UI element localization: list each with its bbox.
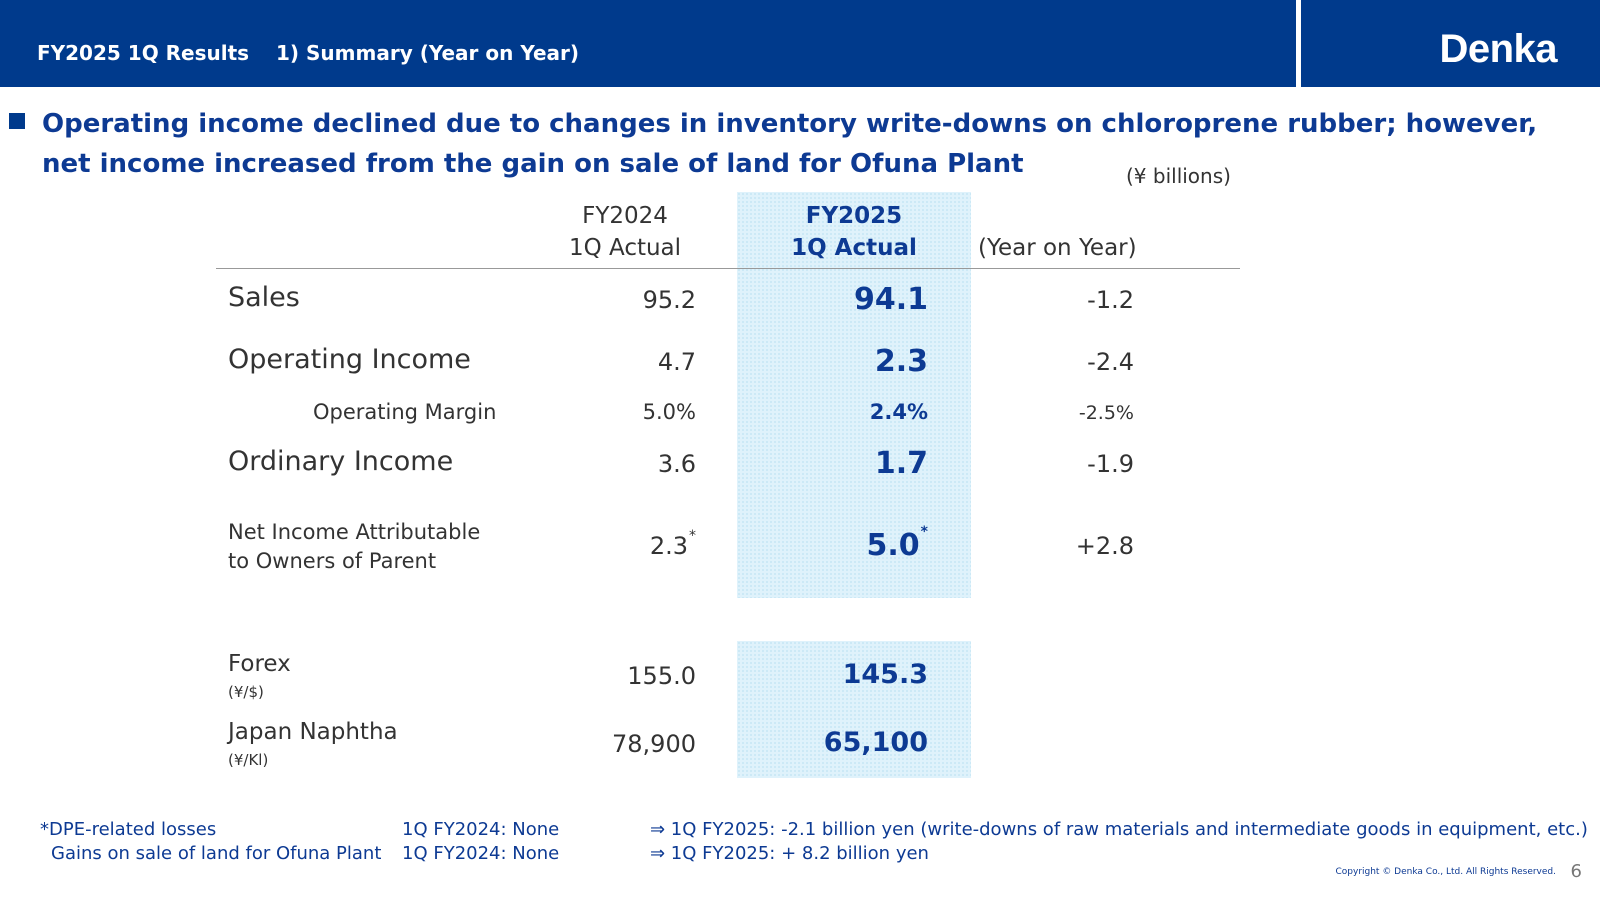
row-label-operating-margin: Operating Margin	[313, 400, 497, 424]
footnote-land-fy2025: ⇒ 1Q FY2025: + 8.2 billion yen	[650, 843, 929, 864]
fy2025-highlight-bottom	[737, 641, 971, 778]
sales-yoy: -1.2	[1087, 286, 1134, 314]
headline: Operating income declined due to changes…	[42, 104, 1537, 184]
row-label-net-income-line-1: Net Income Attributable	[228, 520, 481, 544]
net-income-fy2024-asterisk: *	[689, 528, 696, 544]
ordinary-income-fy2025: 1.7	[874, 446, 928, 481]
net-income-fy2024-value: 2.3	[649, 532, 688, 560]
fy2025-highlight-top	[737, 192, 971, 598]
page-number: 6	[1570, 861, 1582, 882]
row-label-forex-name: Forex	[228, 651, 291, 677]
net-income-fy2025-value: 5.0	[866, 528, 920, 563]
operating-income-fy2025: 2.3	[874, 344, 928, 379]
row-label-forex: Forex (¥/$)	[228, 650, 291, 706]
copyright-notice: Copyright © Denka Co., Ltd. All Rights R…	[1335, 867, 1556, 877]
footnote-land-fy2024: 1Q FY2024: None	[402, 843, 560, 864]
footnote-dpe-fy2024: 1Q FY2024: None	[402, 819, 560, 840]
row-label-forex-unit: (¥/$)	[228, 683, 264, 701]
net-income-fy2025: 5.0*	[760, 524, 928, 563]
headline-line-1: Operating income declined due to changes…	[42, 109, 1538, 139]
row-label-net-income: Net Income Attributable to Owners of Par…	[228, 518, 480, 576]
row-label-net-income-line-2: to Owners of Parent	[228, 549, 437, 573]
net-income-fy2025-asterisk: *	[920, 524, 928, 540]
footnote-dpe-fy2025: ⇒ 1Q FY2025: -2.1 billion yen (write-dow…	[650, 819, 1588, 840]
column-header-fy2025-period: 1Q Actual	[791, 235, 917, 261]
sales-fy2024: 95.2	[642, 286, 696, 314]
row-label-operating-income: Operating Income	[228, 344, 471, 375]
header-section-title: 1) Summary (Year on Year)	[276, 41, 580, 65]
column-header-fy2024-year: FY2024	[582, 203, 668, 229]
column-header-yoy: (Year on Year)	[978, 235, 1137, 261]
unit-note: (¥ billions)	[1126, 164, 1231, 188]
operating-income-yoy: -2.4	[1087, 348, 1134, 376]
forex-fy2025: 145.3	[842, 659, 928, 690]
net-income-fy2024: 2.3*	[560, 528, 696, 560]
headline-line-2: net income increased from the gain on sa…	[42, 149, 1024, 179]
column-header-fy2025: FY2025 1Q Actual	[767, 200, 941, 264]
header-divider	[1296, 0, 1301, 87]
naphtha-fy2024: 78,900	[612, 730, 696, 758]
net-income-yoy: +2.8	[1075, 532, 1134, 560]
operating-margin-fy2025: 2.4%	[869, 400, 928, 424]
column-header-fy2025-year: FY2025	[805, 203, 903, 229]
footnote-dpe-label: *DPE-related losses	[40, 819, 217, 840]
sales-fy2025: 94.1	[853, 282, 928, 317]
ordinary-income-fy2024: 3.6	[657, 450, 696, 478]
row-label-naphtha: Japan Naphtha (¥/Kl)	[228, 718, 398, 774]
ordinary-income-yoy: -1.9	[1087, 450, 1134, 478]
forex-fy2024: 155.0	[627, 662, 696, 690]
column-header-fy2024: FY2024 1Q Actual	[545, 200, 705, 264]
row-label-sales: Sales	[228, 282, 300, 313]
header-title: FY2025 1Q Results	[37, 41, 250, 65]
header-bar: FY2025 1Q Results 1) Summary (Year on Ye…	[0, 0, 1600, 87]
column-header-fy2024-period: 1Q Actual	[568, 235, 682, 261]
denka-logo: Denka	[1439, 27, 1557, 71]
square-bullet-icon	[9, 113, 25, 129]
operating-income-fy2024: 4.7	[657, 348, 696, 376]
footnote-land-label: Gains on sale of land for Ofuna Plant	[51, 843, 382, 864]
row-label-naphtha-unit: (¥/Kl)	[228, 751, 269, 769]
row-label-ordinary-income: Ordinary Income	[228, 446, 454, 477]
operating-margin-fy2024: 5.0%	[642, 400, 696, 424]
header-rule	[216, 268, 1240, 269]
naphtha-fy2025: 65,100	[823, 727, 928, 758]
row-label-naphtha-name: Japan Naphtha	[228, 719, 398, 745]
operating-margin-yoy: -2.5%	[1078, 402, 1134, 424]
